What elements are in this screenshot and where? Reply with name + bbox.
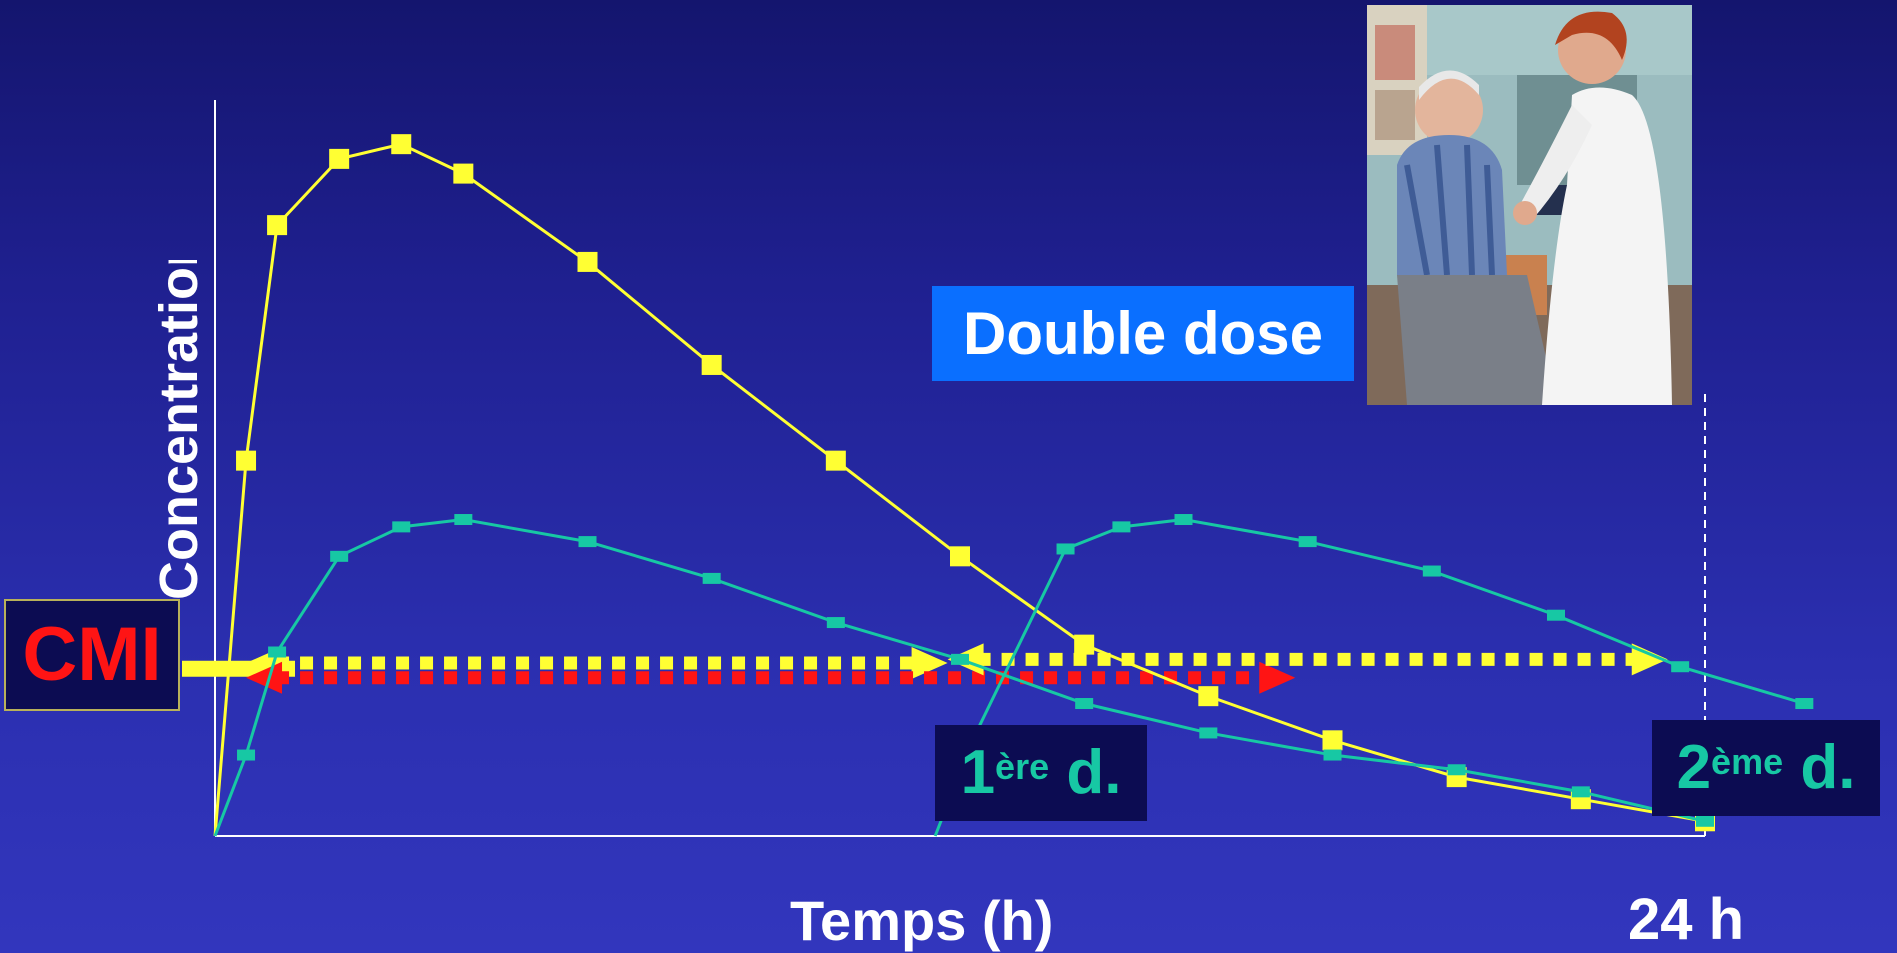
series-2-point-8 xyxy=(1671,661,1690,673)
series-0-point-3 xyxy=(329,148,350,169)
second-dose-number: 2 xyxy=(1676,733,1712,802)
series-2-line xyxy=(933,518,1805,837)
first-dose-label: 1ère d. xyxy=(935,725,1147,821)
series-1-point-11 xyxy=(1199,727,1218,739)
series-2-point-4 xyxy=(1174,514,1193,526)
arrow-0-head-end xyxy=(911,647,948,680)
series-0-point-1 xyxy=(236,450,257,471)
patient-blood-pressure-photo xyxy=(1367,5,1692,405)
series-1-point-8 xyxy=(826,617,845,629)
series-2 xyxy=(933,514,1814,837)
y-axis-label: Concentration xyxy=(149,260,209,600)
series-2-point-5 xyxy=(1298,536,1317,548)
series-0-point-12 xyxy=(1322,730,1343,751)
series-0-point-10 xyxy=(1074,634,1095,655)
series-1-point-5 xyxy=(454,514,473,526)
series-1-point-15 xyxy=(1696,815,1714,827)
second-dose-superscript: ème xyxy=(1711,741,1784,782)
first-dose-number: 1 xyxy=(960,738,996,807)
series-2-point-2 xyxy=(1056,543,1075,555)
series-2-point-7 xyxy=(1547,609,1565,621)
series-1-point-14 xyxy=(1571,786,1590,798)
series-1-point-1 xyxy=(237,749,256,761)
series-1-point-13 xyxy=(1447,764,1466,776)
photo-illustration xyxy=(1367,5,1692,405)
series-2-point-9 xyxy=(1795,698,1814,710)
cmi-label: CMI xyxy=(4,599,180,711)
second-dose-suffix: d. xyxy=(1783,733,1856,802)
series-0-point-9 xyxy=(950,546,970,567)
series-2-point-6 xyxy=(1422,565,1441,577)
series-0-point-7 xyxy=(701,354,722,375)
second-dose-label: 2ème d. xyxy=(1652,720,1880,816)
series-1-point-4 xyxy=(392,521,411,533)
series-1-point-2 xyxy=(268,646,287,658)
series-1-point-9 xyxy=(951,653,969,665)
series-1 xyxy=(213,514,1714,837)
arrow-1-head-end xyxy=(1259,661,1296,694)
series-2-point-3 xyxy=(1112,521,1131,533)
series-0-point-4 xyxy=(391,134,412,155)
series-0-point-5 xyxy=(453,163,474,184)
x-tick-24h: 24 h xyxy=(1628,887,1745,952)
series-0-point-11 xyxy=(1198,686,1219,707)
series-0-point-2 xyxy=(267,215,288,236)
series-1-point-3 xyxy=(330,550,349,562)
first-dose-suffix: d. xyxy=(1049,738,1122,807)
x-axis-label: Temps (h) xyxy=(790,889,1054,952)
series-1-line xyxy=(213,518,1706,837)
series-0-point-8 xyxy=(825,450,846,471)
series-1-point-12 xyxy=(1323,749,1342,761)
double-dose-label: Double dose xyxy=(932,286,1354,381)
series-0-line xyxy=(213,142,1706,837)
series-1-point-10 xyxy=(1075,698,1094,710)
first-dose-superscript: ère xyxy=(995,746,1050,787)
chart-arrows xyxy=(246,643,1668,694)
series-1-point-6 xyxy=(578,536,597,548)
series-0-point-6 xyxy=(577,251,598,272)
chart-series xyxy=(213,134,1814,837)
series-1-point-7 xyxy=(702,572,721,584)
series-0 xyxy=(213,134,1715,837)
